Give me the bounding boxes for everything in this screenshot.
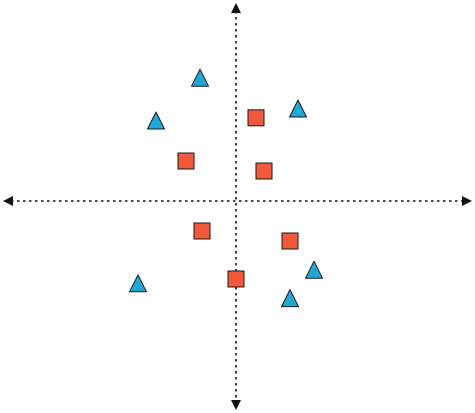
square-marker-6	[227, 270, 245, 288]
x-axis-arrow-left	[3, 196, 13, 206]
square-marker-4	[193, 222, 211, 240]
triangle-marker-5	[305, 260, 323, 279]
triangle-marker-1	[191, 68, 209, 87]
markers	[129, 68, 323, 308]
square-marker-3	[255, 162, 273, 180]
triangle-marker-3	[289, 99, 307, 118]
triangle-marker-4	[129, 274, 147, 293]
x-axis-arrow-right	[462, 196, 472, 206]
triangle-marker-2	[147, 111, 165, 130]
triangle-marker-6	[281, 289, 299, 308]
y-axis-arrow-top	[231, 3, 241, 13]
square-marker-5	[281, 232, 299, 250]
axes	[3, 3, 472, 410]
square-marker-1	[247, 109, 265, 127]
y-axis-arrow-bottom	[231, 400, 241, 410]
square-marker-2	[177, 152, 195, 170]
